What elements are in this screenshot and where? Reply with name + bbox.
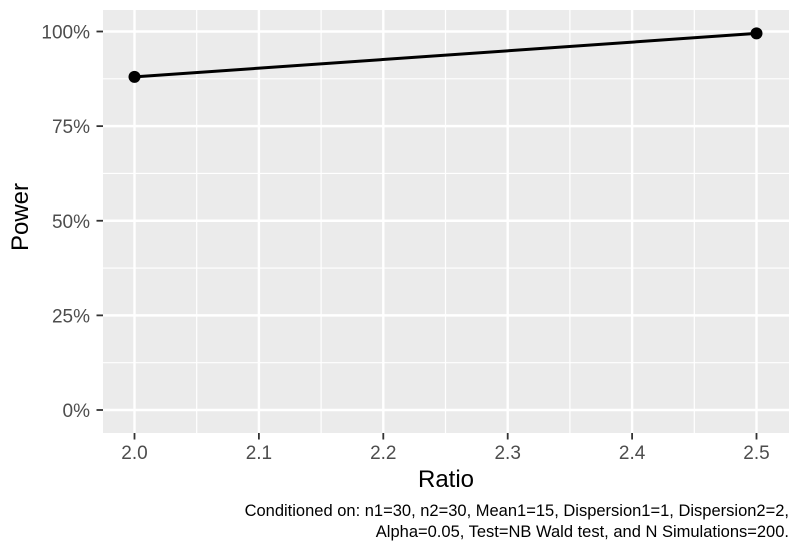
power-line xyxy=(134,31,757,79)
caption-line-2: Alpha=0.05, Test=NB Wald test, and N Sim… xyxy=(375,523,789,541)
y-tick-label: 25% xyxy=(52,306,90,327)
y-tick-label: 0% xyxy=(63,401,91,422)
x-tick-label: 2.4 xyxy=(619,443,646,464)
caption-line-1: Conditioned on: n1=30, n2=30, Mean1=15, … xyxy=(244,502,789,520)
chart-canvas: 2.0 2.1 2.2 2.3 2.4 2.5 0% 25% 50% 75% 100% xyxy=(41,10,789,464)
x-axis-title: Ratio xyxy=(417,466,475,493)
y-tick-label: 100% xyxy=(41,23,90,44)
y-axis-title: Power xyxy=(7,182,34,252)
x-tick-label: 2.5 xyxy=(743,443,769,464)
data-point xyxy=(128,70,141,83)
x-tick-label: 2.2 xyxy=(370,443,396,464)
data-point xyxy=(750,27,763,40)
y-tick-label: 50% xyxy=(52,212,90,233)
x-tick-label: 2.1 xyxy=(246,443,272,464)
x-tick-label: 2.0 xyxy=(121,443,147,464)
y-tick-label: 75% xyxy=(52,117,90,138)
plot-caption: Conditioned on: n1=30, n2=30, Mean1=15, … xyxy=(245,501,789,543)
x-tick-label: 2.3 xyxy=(494,443,520,464)
